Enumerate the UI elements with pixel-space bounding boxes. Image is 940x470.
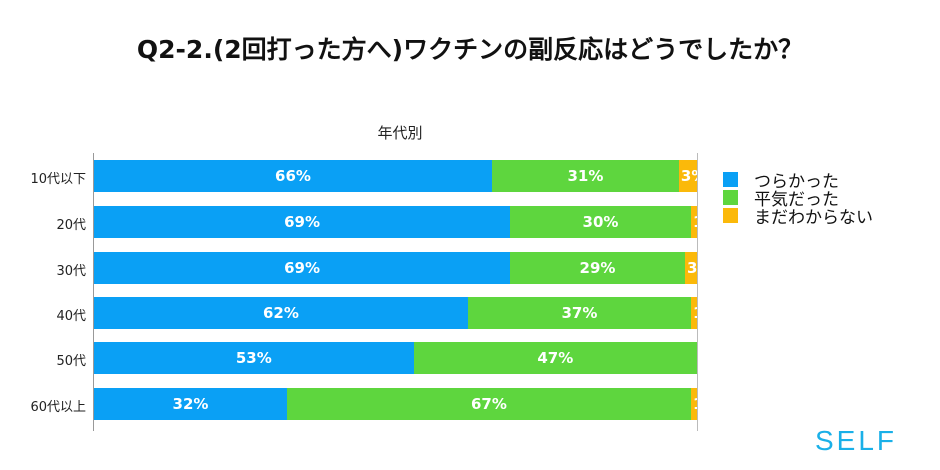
- bar-segment: 1%: [690, 206, 697, 238]
- data-label: 1%: [693, 304, 697, 322]
- bar-segment: 62%: [94, 297, 468, 329]
- category-label: 20代: [56, 218, 86, 233]
- bar-segment: 29%: [510, 252, 685, 284]
- y-axis-line: [93, 153, 94, 431]
- bar-segment: 3%: [684, 252, 697, 284]
- bar-segment: 1%: [690, 388, 697, 420]
- category-label: 30代: [56, 264, 86, 279]
- legend-item: 平気だった: [723, 188, 873, 210]
- bar-segment: 37%: [467, 297, 691, 329]
- self-logo: SELF: [815, 425, 898, 456]
- data-label: 1%: [693, 213, 697, 231]
- legend: つらかった 平気だった まだわからない: [723, 170, 873, 228]
- data-label: 31%: [567, 167, 604, 185]
- data-label: 69%: [284, 259, 320, 277]
- legend-swatch: [723, 207, 738, 223]
- bar-segment: 31%: [491, 160, 679, 192]
- chart-subtitle: 年代別: [377, 124, 423, 142]
- bar-segment: 53%: [94, 342, 414, 374]
- category-label: 10代以下: [30, 172, 86, 187]
- bar-segment: 67%: [286, 388, 691, 420]
- legend-item: まだわからない: [723, 206, 873, 228]
- data-label: 3%: [686, 259, 697, 277]
- bar-segment: 1%: [690, 297, 697, 329]
- legend-label: まだわからない: [754, 207, 873, 228]
- data-label: 53%: [235, 349, 272, 367]
- bar-segment: 3%: [678, 160, 697, 192]
- data-label: 62%: [262, 304, 299, 322]
- data-label: 66%: [275, 167, 311, 185]
- bar-segment: 69%: [94, 206, 511, 238]
- data-label: 32%: [172, 395, 209, 413]
- data-label: 29%: [579, 259, 616, 277]
- data-label: 37%: [561, 304, 598, 322]
- bar-segment: 69%: [94, 252, 511, 284]
- bar-segment: 30%: [510, 206, 691, 238]
- bar-segment: 47%: [413, 342, 697, 374]
- bar-segment: 32%: [94, 388, 287, 420]
- legend-swatch: [723, 171, 738, 187]
- legend-label: 平気だった: [754, 189, 839, 210]
- bar-segment: 66%: [94, 160, 492, 192]
- legend-label: つらかった: [754, 171, 839, 192]
- data-label: 67%: [471, 395, 507, 413]
- legend-item: つらかった: [723, 170, 873, 192]
- category-label: 50代: [56, 354, 86, 369]
- data-label: 69%: [284, 213, 320, 231]
- category-label: 60代以上: [30, 400, 86, 415]
- data-label: 30%: [582, 213, 619, 231]
- data-label: 3%: [680, 167, 697, 185]
- legend-swatch: [723, 189, 738, 205]
- category-label: 40代: [56, 309, 86, 324]
- right-axis-line: [697, 153, 698, 431]
- data-label: 47%: [537, 349, 574, 367]
- chart-title: Q2-2.(2回打った方へ)ワクチンの副反応はどうでしたか？: [136, 35, 804, 64]
- data-label: 1%: [693, 395, 697, 413]
